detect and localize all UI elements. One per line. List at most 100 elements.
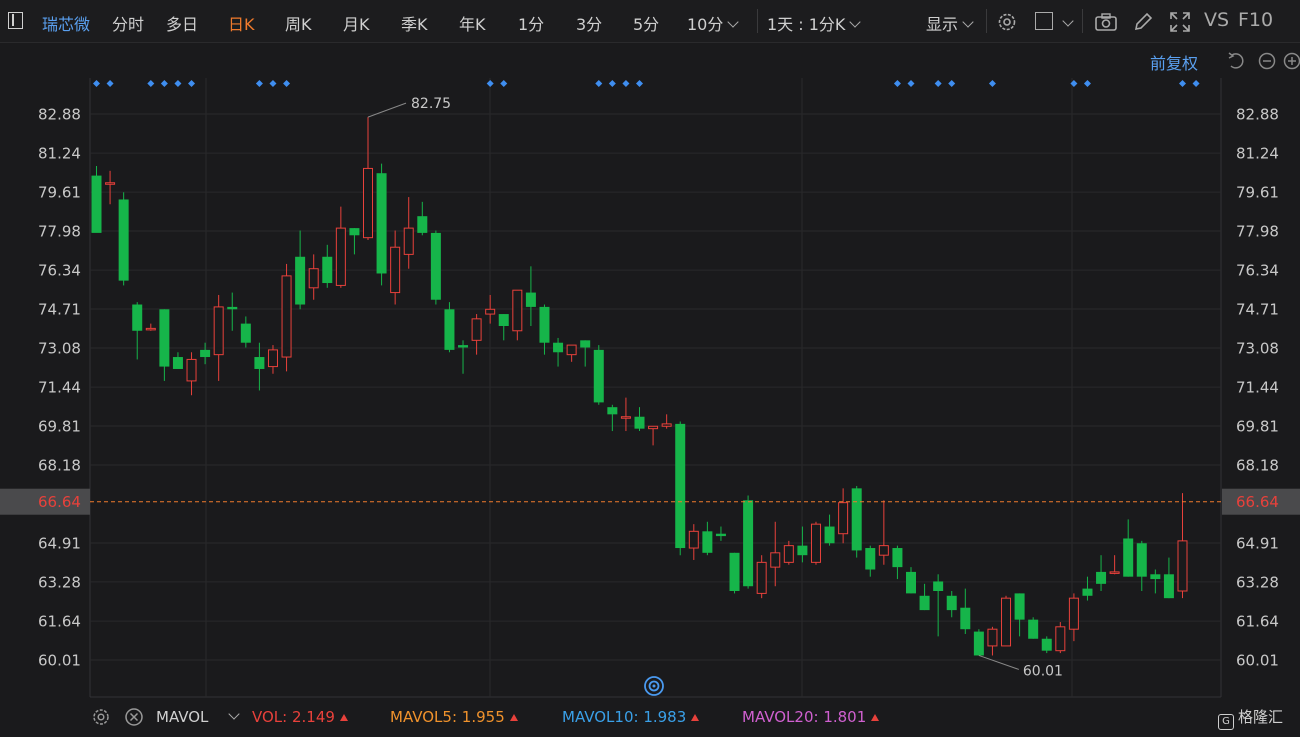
mavol5-value: 1.955 bbox=[461, 708, 505, 726]
event-marker-diamond bbox=[106, 80, 114, 87]
price-tick-label-right: 76.34 bbox=[1236, 262, 1279, 280]
candle-body bbox=[145, 327, 156, 331]
candle bbox=[105, 170, 116, 205]
candle bbox=[648, 425, 659, 446]
reset-icon[interactable] bbox=[1228, 52, 1244, 69]
price-tick-label-left: 61.64 bbox=[38, 613, 81, 631]
interval-select[interactable]: 1天 : 1分K bbox=[767, 11, 862, 35]
f10-button[interactable]: F10 bbox=[1238, 9, 1274, 31]
tab-3min[interactable]: 3分 bbox=[576, 15, 603, 34]
candle bbox=[593, 345, 604, 405]
candle-body bbox=[593, 349, 604, 403]
price-tick-label-left: 60.01 bbox=[38, 652, 81, 670]
candle-body bbox=[200, 349, 211, 358]
display-menu[interactable]: 显示 bbox=[926, 11, 974, 35]
candle-body bbox=[851, 488, 862, 551]
candle-body bbox=[892, 548, 903, 568]
candle-body bbox=[335, 227, 346, 286]
price-adjust-select[interactable]: 前复权 bbox=[1150, 54, 1199, 73]
locate-icon[interactable] bbox=[643, 675, 665, 697]
candle bbox=[335, 206, 346, 288]
stock-name[interactable]: 瑞芯微 bbox=[42, 15, 91, 34]
candle-body bbox=[430, 232, 441, 300]
candle-body bbox=[376, 173, 387, 274]
price-axis: 82.88 82.88 81.24 81.24 79.61 79.61 77.98 77.98… bbox=[0, 106, 1300, 670]
candle bbox=[227, 292, 238, 331]
event-marker-diamond bbox=[269, 80, 277, 87]
tab-monthly-k[interactable]: 月K bbox=[343, 15, 370, 34]
tab-duori[interactable]: 多日 bbox=[166, 15, 199, 34]
candle bbox=[349, 228, 360, 255]
vs-button[interactable]: VS bbox=[1204, 9, 1230, 31]
close-icon[interactable] bbox=[123, 706, 145, 728]
zoom-out-icon[interactable] bbox=[1258, 52, 1276, 70]
tab-weekly-k[interactable]: 周K bbox=[285, 15, 312, 34]
tab-yearly-k[interactable]: 年K bbox=[459, 15, 486, 34]
candle bbox=[661, 414, 672, 429]
indicator-name: MAVOL bbox=[156, 708, 209, 726]
pencil-icon[interactable] bbox=[1132, 11, 1154, 33]
price-tick-label-left: 81.24 bbox=[38, 145, 81, 163]
candle-body bbox=[838, 502, 849, 535]
mavol20-label: MAVOL20: bbox=[742, 708, 819, 726]
price-tick-label-right: 68.18 bbox=[1236, 456, 1279, 474]
price-tick-label-right: 66.64 bbox=[1236, 493, 1279, 511]
candle-body bbox=[1068, 597, 1079, 630]
candle-body bbox=[1123, 538, 1134, 577]
candle bbox=[213, 294, 224, 381]
candle-body bbox=[458, 345, 469, 348]
event-marker-diamond bbox=[174, 80, 182, 87]
candle bbox=[458, 340, 469, 374]
event-marker-diamond bbox=[1070, 80, 1078, 87]
divider bbox=[1082, 9, 1083, 33]
candle bbox=[729, 552, 740, 594]
event-marker-diamond bbox=[608, 80, 616, 87]
candle bbox=[851, 485, 862, 558]
candle bbox=[688, 524, 699, 560]
candle-body bbox=[1096, 571, 1107, 584]
camera-icon[interactable] bbox=[1094, 11, 1118, 33]
price-tick-label-right: 69.81 bbox=[1236, 418, 1279, 436]
price-tick-label-left: 71.44 bbox=[38, 379, 81, 397]
candle bbox=[430, 230, 441, 305]
settings-gear-icon[interactable] bbox=[996, 11, 1018, 33]
candle bbox=[960, 588, 971, 634]
toolbar: 瑞芯微 分时 多日 日K 周K 月K 季K 年K 1分 3分 5分 10分 1天… bbox=[0, 0, 1300, 43]
indicator-select[interactable]: MAVOL bbox=[156, 708, 241, 726]
tab-daily-k[interactable]: 日K bbox=[228, 15, 255, 34]
candle-body bbox=[254, 357, 265, 369]
tab-quarterly-k[interactable]: 季K bbox=[401, 15, 428, 34]
tab-5min[interactable]: 5分 bbox=[633, 15, 660, 34]
candle bbox=[1109, 555, 1120, 575]
price-tick-label-right: 64.91 bbox=[1236, 535, 1279, 553]
candle bbox=[973, 629, 984, 656]
indicator-settings-icon[interactable] bbox=[90, 706, 112, 728]
sidebar-toggle-icon[interactable] bbox=[8, 12, 23, 29]
event-markers bbox=[93, 80, 1200, 87]
fullscreen-icon[interactable] bbox=[1168, 10, 1192, 34]
candle bbox=[1001, 595, 1012, 647]
candle-body bbox=[132, 304, 143, 331]
event-marker-diamond bbox=[93, 80, 100, 87]
candle-body bbox=[105, 182, 116, 185]
event-marker-diamond bbox=[255, 80, 263, 87]
candle bbox=[620, 397, 631, 432]
event-marker-diamond bbox=[160, 80, 168, 87]
candle-body bbox=[363, 167, 373, 239]
event-marker-diamond bbox=[147, 80, 155, 87]
candle bbox=[145, 323, 156, 331]
tab-1min[interactable]: 1分 bbox=[518, 15, 545, 34]
tab-fenshi[interactable]: 分时 bbox=[112, 15, 145, 34]
candle-body bbox=[933, 581, 944, 592]
candle bbox=[1068, 593, 1079, 642]
candle-body bbox=[172, 357, 183, 369]
event-marker-diamond bbox=[188, 80, 196, 87]
min-price-leader bbox=[978, 654, 1020, 670]
mavol5-readout: MAVOL5: 1.955 bbox=[390, 708, 518, 726]
max-price-label: 82.75 bbox=[411, 96, 451, 112]
chart-layout-icon[interactable] bbox=[1035, 12, 1053, 30]
candle-body bbox=[973, 631, 984, 656]
tab-10min[interactable]: 10分 bbox=[687, 11, 740, 35]
candle-body bbox=[878, 545, 889, 556]
